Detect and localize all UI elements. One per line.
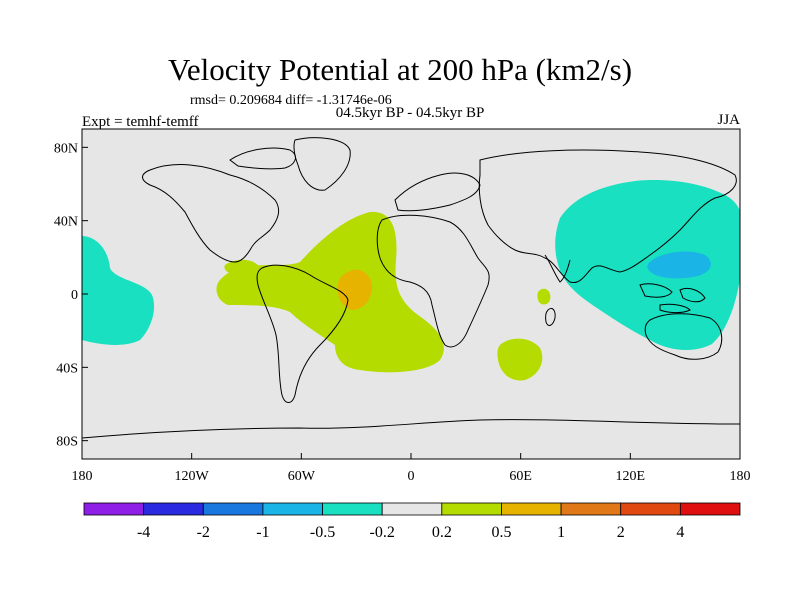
colorbar: -4 -2 -1 -0.5 -0.2 0.2 0.5 1 2 4 [83, 502, 741, 541]
colorbar-label: 0.5 [491, 524, 511, 541]
period-label: 04.5kyr BP - 04.5kyr BP [335, 105, 485, 121]
chart-title: Velocity Potential at 200 hPa (km2/s) [167, 52, 633, 87]
x-tick-label: 60W [288, 469, 316, 484]
y-tick-label: 80S [56, 435, 78, 450]
x-tick-label: 180 [730, 469, 751, 484]
colorbar-swatch [83, 502, 145, 516]
colorbar-label: -4 [137, 524, 150, 541]
contour-positive-central-america [224, 259, 259, 277]
colorbar-swatch [441, 502, 502, 516]
colorbar-swatch [560, 502, 622, 516]
contour-negative-core-pacific [647, 251, 711, 279]
y-tick-label: 0 [71, 288, 78, 303]
contour-positive-small [537, 288, 551, 305]
contour-positive-core [337, 269, 373, 310]
x-tick-label: 60E [509, 469, 532, 484]
x-tick-label: 120W [175, 469, 210, 484]
colorbar-label: -0.5 [310, 524, 335, 541]
contour-positive-indian-ocean [497, 338, 543, 381]
season-label: JJA [717, 112, 740, 128]
colorbar-swatch [381, 502, 443, 516]
colorbar-label: 2 [617, 524, 625, 541]
x-tick-label: 180 [72, 469, 93, 484]
colorbar-swatch [322, 502, 383, 516]
contour-positive-atlantic [216, 211, 444, 373]
anomaly-contours [82, 137, 740, 439]
colorbar-label: -2 [197, 524, 210, 541]
x-tick-label: 120E [616, 469, 646, 484]
colorbar-swatch [620, 502, 681, 516]
y-axis: 80N 40N 0 40S 80S [54, 141, 88, 450]
coastlines [82, 137, 740, 439]
y-tick-label: 40N [54, 215, 78, 230]
experiment-label: Expt = temhf-temff [82, 114, 199, 130]
colorbar-swatch [501, 502, 562, 516]
contour-negative-east-pacific [82, 236, 155, 345]
y-tick-label: 40S [56, 361, 78, 376]
colorbar-label: 4 [676, 524, 684, 541]
x-axis: 180 120W 60W 0 60E 120E 180 [72, 453, 751, 484]
y-tick-label: 80N [54, 141, 78, 156]
colorbar-swatch [202, 502, 264, 516]
stats-text: rmsd= 0.209684 diff= -1.31746e-06 [190, 93, 392, 108]
colorbar-label: 0.2 [432, 524, 452, 541]
colorbar-label: -0.2 [370, 524, 395, 541]
colorbar-swatch [679, 502, 741, 516]
colorbar-swatch [262, 502, 323, 516]
colorbar-swatch [143, 502, 204, 516]
x-tick-label: 0 [408, 469, 415, 484]
colorbar-label: -1 [256, 524, 269, 541]
colorbar-label: 1 [557, 524, 565, 541]
